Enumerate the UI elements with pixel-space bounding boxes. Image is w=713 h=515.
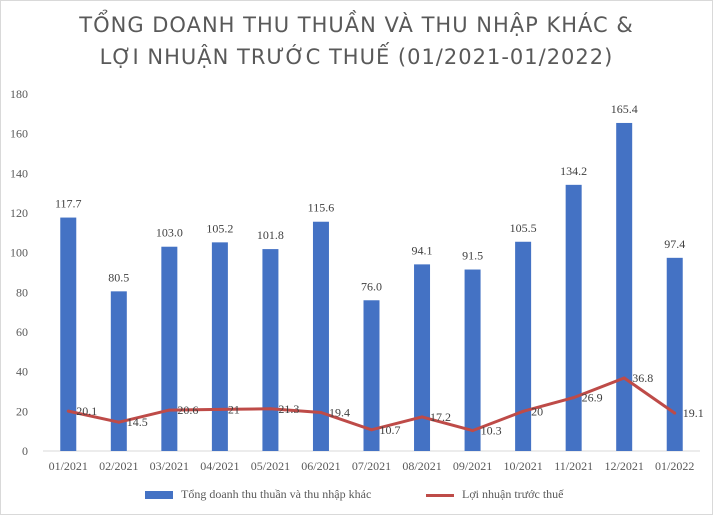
line-value-label: 19.1: [683, 406, 704, 420]
bar-value-label: 134.2: [560, 164, 587, 178]
line-point: [521, 409, 525, 413]
bar: [211, 242, 228, 451]
x-tick-label: 03/2021: [150, 459, 189, 473]
bar-value-label: 117.7: [55, 197, 82, 211]
bar-value-label: 94.1: [412, 243, 433, 257]
line-point: [218, 407, 222, 411]
legend-label-profit: Lợi nhuận trước thuế: [462, 487, 564, 501]
line-value-label: 20: [531, 404, 543, 418]
x-tick-label: 07/2021: [352, 459, 391, 473]
line-value-label: 20.1: [76, 404, 97, 418]
line-value-label: 36.8: [632, 371, 653, 385]
line-point: [319, 411, 323, 415]
data-labels: 117.7 80.5 103.0 105.2 101.8 115.6 76.0 94.1 91.…: [55, 102, 704, 438]
line-point: [471, 429, 475, 433]
line-point: [622, 376, 626, 380]
y-tick-label: 100: [10, 246, 28, 260]
bar: [161, 246, 178, 451]
bar-value-label: 91.5: [462, 249, 483, 263]
line-value-label: 26.9: [582, 391, 603, 405]
y-tick-label: 20: [16, 404, 28, 418]
x-tick-label: 06/2021: [301, 459, 340, 473]
y-axis: 0 20 40 60 80 100 120 140 160 180: [10, 87, 28, 458]
bar: [565, 184, 582, 451]
y-tick-label: 160: [10, 127, 28, 141]
x-tick-label: 05/2021: [251, 459, 290, 473]
y-tick-label: 120: [10, 206, 28, 220]
bar-value-label: 80.5: [108, 270, 129, 284]
y-tick-label: 40: [16, 365, 28, 379]
x-tick-label: 02/2021: [99, 459, 138, 473]
line-value-label: 14.5: [127, 415, 148, 429]
line-point: [420, 415, 424, 419]
line-point: [167, 408, 171, 412]
legend-item-revenue: Tổng doanh thu thuần và thu nhập khác: [145, 487, 371, 502]
y-tick-label: 180: [10, 87, 28, 101]
x-tick-label: 12/2021: [605, 459, 644, 473]
chart-title-line-1: TỔNG DOANH THU THUẦN VÀ THU NHẬP KHÁC &: [79, 13, 634, 37]
x-tick-label: 11/2021: [554, 459, 593, 473]
bar-value-label: 101.8: [257, 228, 284, 242]
line-point: [268, 407, 272, 411]
x-tick-label: 04/2021: [200, 459, 239, 473]
legend-item-profit: Lợi nhuận trước thuế: [426, 487, 564, 502]
bar-value-label: 105.2: [206, 221, 233, 235]
line-point: [66, 409, 70, 413]
bar-value-label: 165.4: [611, 102, 638, 116]
x-tick-label: 08/2021: [402, 459, 441, 473]
line-series: [66, 376, 677, 433]
x-tick-label: 01/2022: [655, 459, 694, 473]
line-point: [370, 428, 373, 432]
line-value-label: 21: [228, 402, 240, 416]
line-point: [117, 420, 121, 424]
line-value-label: 17.2: [430, 410, 451, 424]
bar: [312, 221, 329, 451]
bar-series: [60, 122, 683, 451]
legend-swatch-revenue: [145, 491, 173, 500]
x-tick-label: 10/2021: [503, 459, 542, 473]
y-tick-label: 80: [16, 285, 28, 299]
bar: [363, 300, 380, 451]
chart-title-line-2: LỢI NHUẬN TRƯỚC THUẾ (01/2021-01/2022): [99, 45, 614, 69]
bar: [666, 257, 683, 451]
line-value-label: 10.3: [481, 424, 502, 438]
bar: [110, 291, 127, 451]
bar: [262, 249, 279, 451]
line-value-label: 19.4: [329, 406, 350, 420]
line-value-label: 10.7: [380, 423, 401, 437]
bar: [464, 269, 481, 451]
line-point: [673, 411, 677, 415]
y-tick-label: 60: [16, 325, 28, 339]
bar: [515, 241, 532, 451]
bar-value-label: 115.6: [308, 201, 335, 215]
bar-value-label: 76.0: [361, 279, 382, 293]
line-value-label: 20.6: [177, 403, 198, 417]
bar: [60, 217, 77, 451]
y-tick-label: 140: [10, 166, 28, 180]
bar: [414, 264, 431, 451]
bar-value-label: 105.5: [510, 221, 537, 235]
legend-label-revenue: Tổng doanh thu thuần và thu nhập khác: [181, 487, 372, 501]
y-tick-label: 0: [22, 444, 28, 458]
bar-value-label: 97.4: [664, 237, 685, 251]
x-tick-label: 01/2021: [49, 459, 88, 473]
bar: [616, 122, 633, 451]
x-tick-label: 09/2021: [453, 459, 492, 473]
x-axis: 01/2021 02/2021 03/2021 04/2021 05/2021 06/20…: [43, 450, 700, 473]
line-point: [572, 396, 576, 400]
bar-value-label: 103.0: [156, 226, 183, 240]
line-value-label: 21.3: [278, 402, 299, 416]
legend-swatch-profit: [426, 493, 454, 497]
